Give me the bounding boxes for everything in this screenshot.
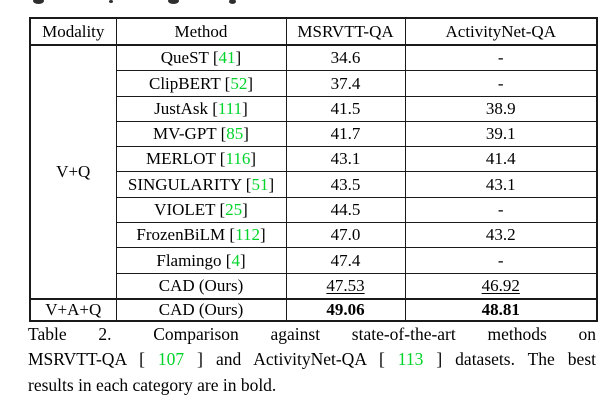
msrvtt-score-cell: 47.53 xyxy=(285,272,406,300)
caption-line: results in each category are in bold. xyxy=(28,373,596,398)
citation-link[interactable]: 51 xyxy=(251,174,269,194)
table-header-row: Modality Method MSRVTT-QA ActivityNet-QA xyxy=(29,17,598,46)
msrvtt-score-cell: 34.6 xyxy=(285,44,406,72)
citation-link[interactable]: 112 xyxy=(235,225,260,245)
table-row: V+Q QueST [41] 34.6- xyxy=(29,44,598,300)
comparison-table: Modality Method MSRVTT-QA ActivityNet-QA V+… xyxy=(29,17,598,322)
caption-text: results in each category are in bold. xyxy=(28,374,277,395)
caption-text: ] datasets. The best xyxy=(436,349,596,370)
msrvtt-score-cell: 44.5 xyxy=(285,196,406,224)
activitynet-score-cell: - xyxy=(404,196,598,224)
modality-cell: V+Q xyxy=(29,44,117,300)
method-cell: FrozenBiLM [112] xyxy=(115,222,287,249)
caption-text: Comparison against state-of-the-art meth… xyxy=(153,324,596,344)
activitynet-score-cell: 43.1 xyxy=(404,171,598,198)
msrvtt-score-cell: 41.5 xyxy=(285,95,406,122)
citation-link[interactable]: 4 xyxy=(231,250,240,270)
msrvtt-score-cell: 47.4 xyxy=(285,247,406,274)
msrvtt-score-cell: 41.7 xyxy=(285,120,406,148)
citation-link[interactable]: 85 xyxy=(226,124,244,144)
caption-text: MSRVTT-QA [ xyxy=(28,349,145,370)
activitynet-score-cell: 43.2 xyxy=(404,222,598,249)
caption-line: Table 2. Comparison against state-of-the… xyxy=(28,322,596,347)
citation-link[interactable]: 25 xyxy=(225,200,243,219)
modality-cell: V+A+Q xyxy=(29,297,117,322)
table-row: SINGULARITY [51] 43.5 43.1 xyxy=(30,171,598,198)
msrvtt-score-cell: 37.4 xyxy=(285,70,406,97)
method-cell: CAD (Ours) xyxy=(115,297,287,322)
method-cell: MERLOT [116] xyxy=(115,146,287,173)
method-cell: JustAsk [111] xyxy=(115,95,287,122)
caption-line: MSRVTT-QA [ 107 ] and ActivityNet-QA [ 1… xyxy=(28,347,596,372)
method-cell: CAD (Ours) xyxy=(115,272,287,300)
citation-link[interactable]: 111 xyxy=(217,98,243,118)
table-row: JustAsk [111] 41.5 38.9 xyxy=(30,95,598,122)
clipped-text-fragment xyxy=(168,0,179,4)
clipped-text-fragment xyxy=(109,0,113,3)
activitynet-score-cell: 39.1 xyxy=(404,120,598,148)
table-row: ClipBERT [52] 37.4- xyxy=(30,70,598,97)
method-cell: MV-GPT [85] xyxy=(115,120,287,148)
results-table-wrap: Modality Method MSRVTT-QA ActivityNet-QA V+… xyxy=(29,17,598,322)
method-cell: ClipBERT [52] xyxy=(115,70,287,97)
column-header: Modality xyxy=(29,17,117,46)
column-header: Method xyxy=(115,17,287,46)
msrvtt-score-cell: 49.06 xyxy=(285,297,406,322)
caption-text: Table 2. xyxy=(28,324,112,344)
msrvtt-score-cell: 47.0 xyxy=(285,222,406,249)
activitynet-score-cell: 46.92 xyxy=(404,272,598,300)
method-cell: SINGULARITY [51] xyxy=(115,171,287,198)
activitynet-score-cell: 48.81 xyxy=(404,297,598,322)
clipped-text-fragment xyxy=(33,0,44,4)
caption-text: ] and ActivityNet-QA [ xyxy=(197,349,385,370)
table-row: MERLOT [116] 43.1 41.4 xyxy=(30,146,598,173)
column-header: ActivityNet-QA xyxy=(404,17,598,46)
table-row: Flamingo [4] 47.4- xyxy=(30,247,598,274)
activitynet-score-cell: - xyxy=(404,44,598,72)
activitynet-score-cell: - xyxy=(404,70,598,97)
citation-link[interactable]: 41 xyxy=(218,48,236,68)
citation-link[interactable]: 113 xyxy=(397,349,424,370)
table-row: FrozenBiLM [112] 47.0 43.2 xyxy=(30,222,598,249)
citation-link[interactable]: 107 xyxy=(157,349,185,370)
method-cell: Flamingo [4] xyxy=(115,247,287,274)
msrvtt-score-cell: 43.1 xyxy=(285,146,406,173)
activitynet-score-cell: 38.9 xyxy=(404,95,598,122)
citation-link[interactable]: 116 xyxy=(225,149,251,169)
method-cell: VIOLET [25] xyxy=(115,196,287,224)
activitynet-score-cell: 41.4 xyxy=(404,146,598,173)
method-cell: QueST [41] xyxy=(115,44,287,72)
msrvtt-score-cell: 43.5 xyxy=(285,171,406,198)
table-row: MV-GPT [85] 41.7 39.1 xyxy=(30,120,598,148)
activitynet-score-cell: - xyxy=(404,247,598,274)
table-caption: Table 2. Comparison against state-of-the… xyxy=(28,322,596,398)
clipped-text-fragment xyxy=(229,0,236,4)
citation-link[interactable]: 52 xyxy=(230,73,248,93)
table-row: V+A+Q CAD (Ours) 49.06 48.81 xyxy=(29,297,598,322)
table-row: CAD (Ours) 47.53 46.92 xyxy=(30,272,598,300)
table-row: VIOLET [25] 44.5- xyxy=(30,196,598,224)
column-header: MSRVTT-QA xyxy=(285,17,406,46)
